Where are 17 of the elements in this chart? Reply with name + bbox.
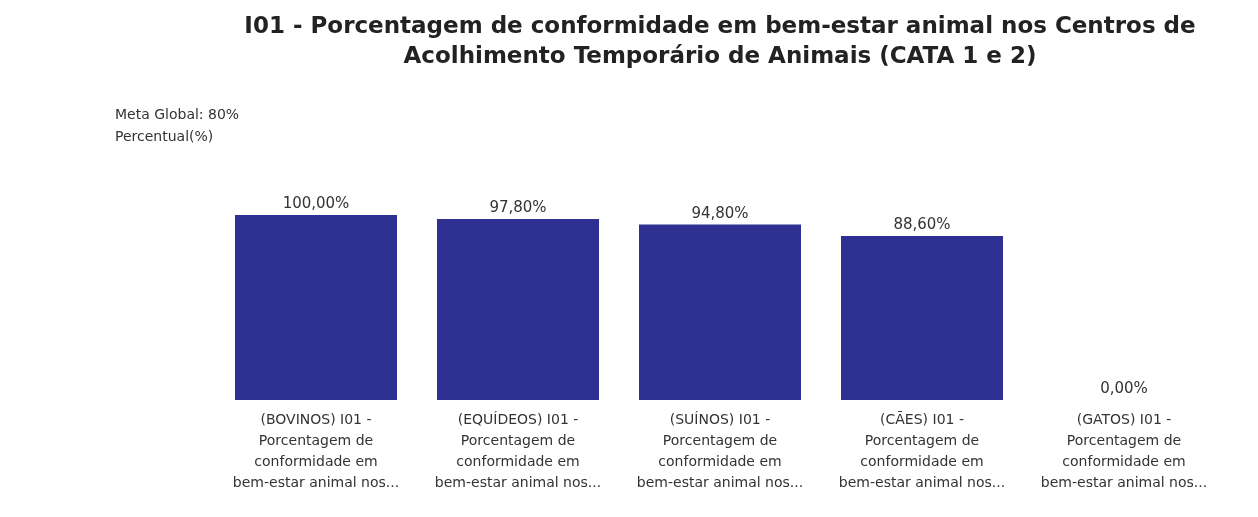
data-label: 97,80% (489, 198, 547, 217)
chart-title: I01 - Porcentagem de conformidade em bem-estar animal nos Centros de Acolhimento Temporário de Animais (CATA 1 e 2) (244, 12, 1196, 68)
data-label: 100,00% (282, 194, 350, 212)
x-tick-label: (BOVINOS) I01 - Porcentagem de conformidade em bem-estar animal nos... (232, 410, 400, 490)
x-tick-label: (GATOS) I01 - Porcentagem de conformidade em bem-estar animal nos... (1040, 410, 1208, 490)
data-label: 0,00% (1100, 379, 1148, 397)
bar (639, 224, 801, 400)
x-tick-label: (SUÍNOS) I01 - Porcentagem de conformidade em bem-estar animal nos... (636, 410, 804, 490)
bar (841, 236, 1003, 400)
x-tick-label: (CÃES) I01 - Porcentagem de conformidade em bem-estar animal nos... (838, 410, 1006, 490)
x-tick-label: (EQUÍDEOS) I01 - Porcentagem de conformidade em bem-estar animal nos... (434, 410, 602, 490)
text: Percentual(%) (115, 128, 214, 144)
bar (437, 219, 599, 400)
data-label: 94,80% (691, 203, 749, 222)
data-label: 88,60% (893, 215, 951, 234)
text: Meta Global: 80% (115, 106, 240, 122)
bar (235, 215, 397, 400)
